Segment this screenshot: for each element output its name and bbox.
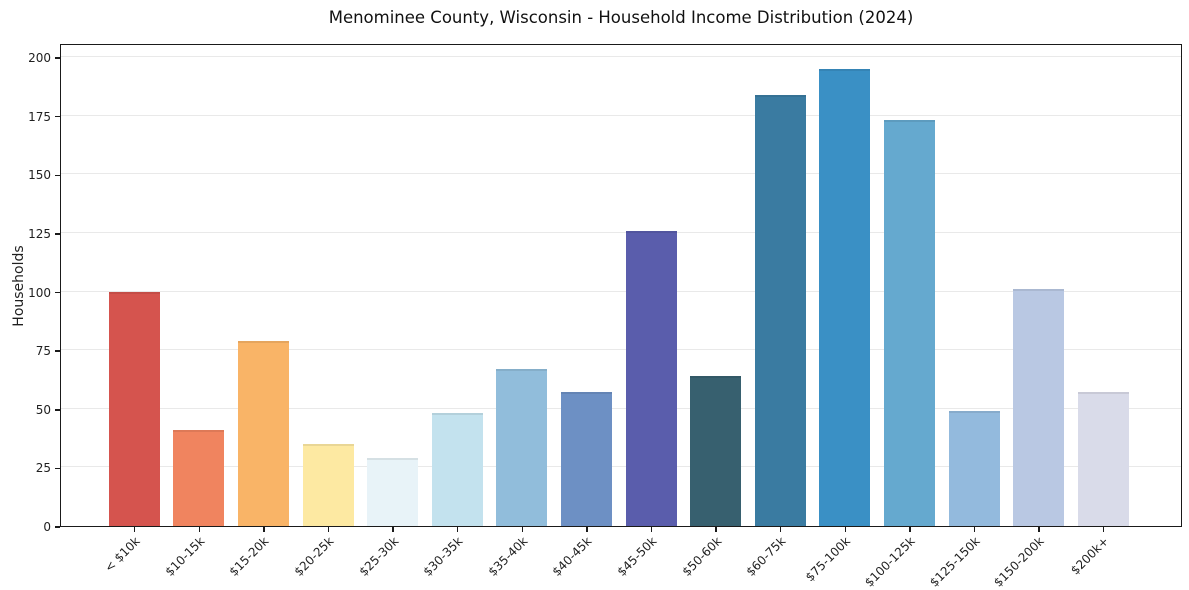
y-tick-label-150: 150 [28,168,51,183]
x-tick-mark-14 [1038,527,1040,532]
bar-20-25k [302,443,354,526]
bar-100-125k [883,120,935,526]
x-tick-mark-8 [650,527,653,532]
gridline-y-200 [61,56,1181,58]
x-tick-label-text-3: $20-25k [291,534,337,579]
x-tick-label-text-13: $125-150k [926,534,983,590]
bar-75-100k [819,68,871,526]
x-tick-mark-2 [263,527,265,532]
x-tick-mark-7 [586,527,588,532]
y-tick-label-200: 200 [28,51,51,66]
gridline-y-100 [61,290,1181,292]
bar-35-40k [496,368,548,526]
y-tick-label-25: 25 [35,461,51,476]
bar-60-75k [754,94,806,526]
y-tick-mark-50 [55,409,60,411]
bar-25-30k [367,458,419,526]
x-tick-mark-6 [521,527,524,532]
bar-10k [108,291,160,526]
y-tick-mark-0 [55,526,60,528]
bar-125-150k [948,411,1000,526]
bar-50-60k [690,375,742,526]
y-tick-label-75: 75 [35,344,51,359]
gridline-y-50 [61,407,1181,409]
gridline-y-175 [61,114,1181,116]
x-tick-mark-13 [973,527,976,532]
bar-45-50k [625,230,677,526]
gridline-y-150 [61,173,1181,175]
chart-title: Menominee County, Wisconsin - Household … [328,8,914,27]
bar-15-20k [237,340,289,526]
bar-10-15k [173,429,225,526]
x-tick-label-text-5: $30-35k [420,534,466,579]
x-tick-label-text-4: $25-30k [356,534,401,579]
y-tick-mark-100 [55,291,60,294]
x-tick-label-text-6: $35-40k [485,534,531,579]
x-tick-label-text-8: $45-50k [614,534,660,579]
x-tick-mark-3 [327,527,330,532]
x-tick-mark-4 [392,527,394,532]
gridline-y-25 [61,466,1181,468]
x-tick-label-text-9: $50-60k [679,534,724,579]
x-tick-mark-1 [198,527,201,532]
x-tick-label-text-7: $40-45k [549,534,595,579]
x-tick-label-text-2: $15-20k [226,534,272,579]
y-tick-mark-175 [55,115,60,118]
x-tick-label-text-1: $10-15k [162,534,208,579]
bar-150-200k [1013,289,1065,526]
x-tick-mark-11 [844,527,847,532]
y-tick-mark-200 [55,57,60,59]
x-tick-mark-12 [909,527,911,532]
x-tick-mark-0 [133,527,136,532]
y-tick-label-100: 100 [28,285,51,300]
y-tick-label-0: 0 [43,520,51,534]
gridline-y-75 [61,349,1181,351]
y-tick-mark-75 [55,350,60,352]
y-tick-label-50: 50 [35,402,51,417]
bar-30-35k [431,413,483,526]
x-tick-mark-9 [715,527,717,532]
x-tick-label-text-12: $100-125k [862,534,918,590]
y-tick-label-125: 125 [28,226,51,241]
x-tick-label-text-11: $75-100k [802,534,854,585]
gridline-y-125 [61,231,1181,233]
y-tick-mark-25 [55,467,60,470]
x-tick-label-text-10: $60-75k [743,534,789,579]
x-tick-mark-10 [779,527,782,532]
plot-area [60,44,1182,527]
bar-200k [1077,392,1129,526]
x-tick-label-text-0: < $10k [101,534,143,575]
y-tick-mark-150 [55,174,60,177]
x-tick-label-text-15: $200k+ [1068,534,1112,578]
y-tick-mark-125 [55,233,60,235]
x-tick-mark-5 [456,527,459,532]
x-tick-label-text-14: $150-200k [991,534,1047,590]
y-tick-label-175: 175 [28,109,51,124]
x-tick-mark-15 [1102,527,1105,532]
bar-40-45k [560,392,612,526]
